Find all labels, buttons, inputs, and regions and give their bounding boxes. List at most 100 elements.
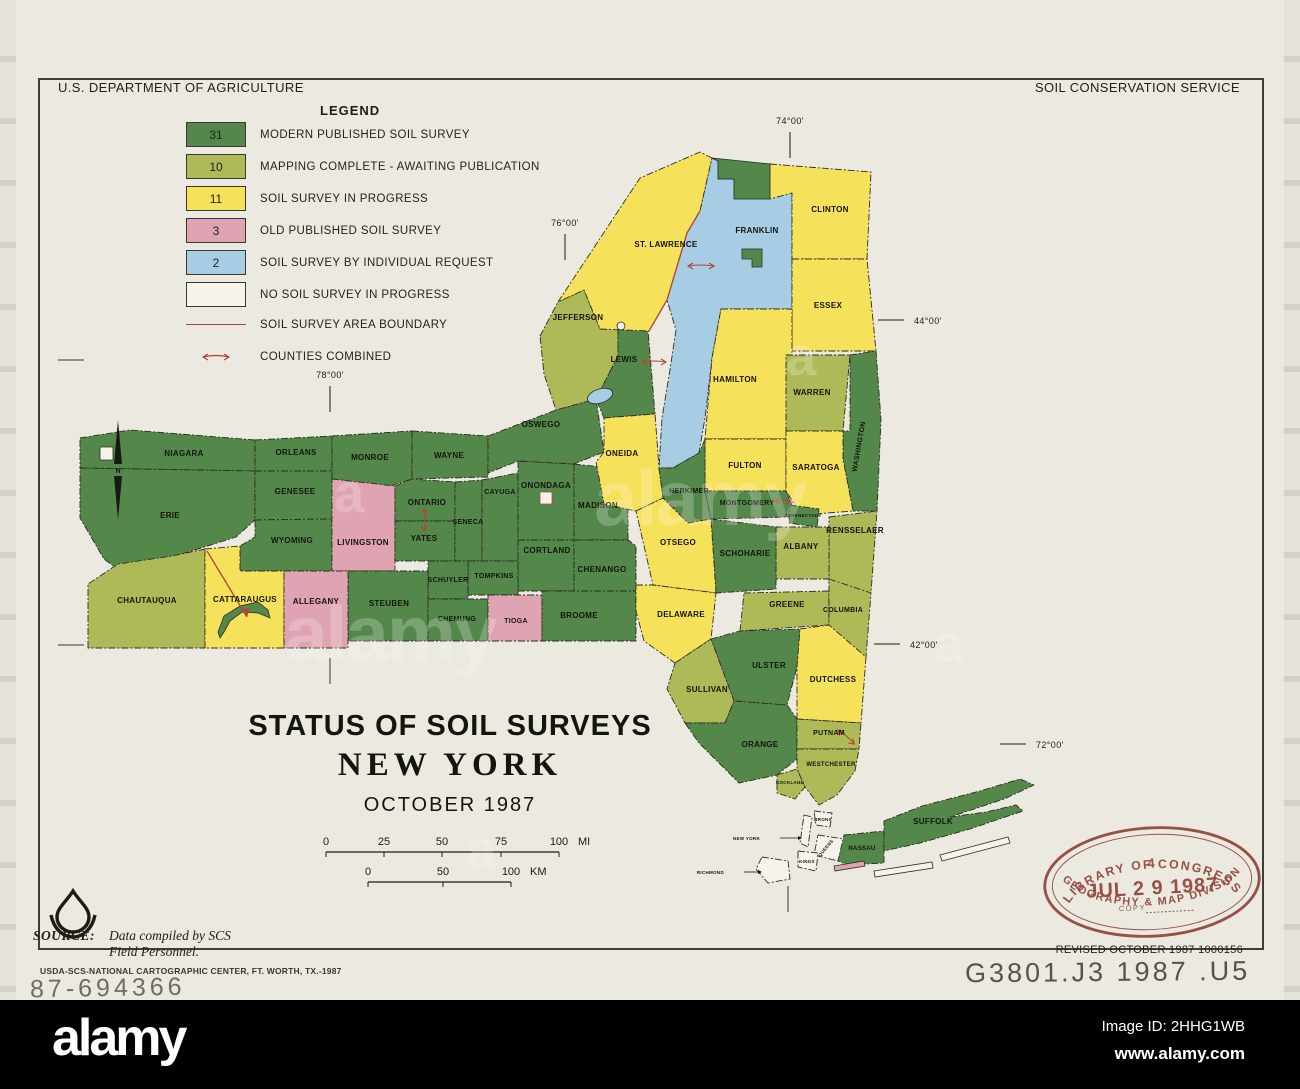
barrier-island-west [873,861,934,878]
county-rockland [776,768,806,800]
county-label-oneida: ONEIDA [606,449,639,458]
county-label-ulster: ULSTER [752,661,786,670]
county-label-tompkins: TOMPKINS [474,573,513,580]
county-label-rensselaer: RENSSELAER [826,526,884,535]
county-st-lawrence [557,151,713,332]
stamp-copy: COPY [1119,903,1147,913]
county-label-putnam: PUTNAM [813,730,845,737]
county-label-cortland: CORTLAND [523,546,570,555]
county-label-albany: ALBANY [783,542,818,551]
county-label-dutchess: DUTCHESS [810,675,857,684]
legend-row: 3 OLD PUBLISHED SOIL SURVEY [186,218,606,243]
county-hamilton [704,308,793,440]
county-richmond [755,856,791,884]
legend-row: 10 MAPPING COMPLETE - AWAITING PUBLICATIO… [186,154,606,179]
scale-bar-number: 50 [436,836,448,848]
image-id-text: Image ID: 2HHG1WB [1101,1018,1245,1035]
graticule-label: 72°00' [1036,740,1064,750]
legend-row-boundary: SOIL SURVEY AREA BOUNDARY [186,312,447,337]
handwritten-call-number: G3801.J3 1987 .U5 [964,955,1251,989]
county-label-chemung: CHEMUNG [438,616,477,623]
legend-label: NO SOIL SURVEY IN PROGRESS [260,288,450,301]
counties-combined-arrow-icon [420,507,428,533]
county-label-madison: MADISON [578,501,618,510]
county-label-kings: KINGS [799,859,815,864]
legend-swatch-awaiting: 10 [186,154,246,179]
alamy-logo[interactable]: alamy [52,1009,187,1067]
legend-extra: SOIL SURVEY AREA BOUNDARY COUNTIES COMBI… [186,312,447,376]
label-pointer-arrowhead [758,870,762,874]
scale-bar-number: 100 [502,866,520,878]
county-label-oswego: OSWEGO [522,420,561,429]
county-herkimer [658,438,712,524]
scale-bar-unit: MI [578,836,590,848]
map-title: STATUS OF SOIL SURVEYS [248,710,652,742]
county-new-york [799,814,813,848]
north-arrow-icon: N [114,420,122,520]
stamp-number: 4 [1147,856,1156,871]
county-label-essex: ESSEX [814,301,843,310]
county-label-warren: WARREN [793,388,830,397]
county-label-schoharie: SCHOHARIE [720,549,771,558]
map-date: OCTOBER 1987 [363,794,537,816]
county-label-fulton: FULTON [728,461,762,470]
county-label-delaware: DELAWARE [657,610,705,619]
county-allegany [283,570,349,649]
county-label-ontario: ONTARIO [408,498,446,507]
source-note: SOURCE: Data compiled by SCS Field Perso… [33,928,231,960]
title-block: STATUS OF SOIL SURVEYS NEW YORK OCTOBER … [240,710,660,817]
counties-combined-arrow-icon [773,497,793,505]
legend-row: 31 MODERN PUBLISHED SOIL SURVEY [186,122,606,147]
scale-bar-number: 50 [437,866,449,878]
county-label-hamilton: HAMILTON [713,375,757,384]
county-label-greene: GREENE [769,600,805,609]
scs-drop-logo-icon [49,888,97,939]
map-neatline [38,78,1264,950]
scan-edge-right [1284,0,1300,1000]
alamy-url-link[interactable]: www.alamy.com [1114,1044,1245,1063]
niagara-inset-square [99,446,114,461]
map-state-title: NEW YORK [337,747,563,783]
county-label-orleans: ORLEANS [275,448,317,457]
county-putnam [796,718,862,750]
legend-row: 11 SOIL SURVEY IN PROGRESS [186,186,606,211]
county-cayuga [481,472,519,562]
county-greene [739,590,830,632]
legend-title: LEGEND [320,103,381,118]
graticule-label: 42°00' [910,640,938,650]
cattaraugus-park [217,601,271,639]
county-label-allegany: ALLEGANY [293,597,340,606]
county-label-sullivan: SULLIVAN [686,685,728,694]
county-broome [541,590,637,642]
county-label-broome: BROOME [560,611,598,620]
county-label-rockland: ROCKLAND [776,780,805,785]
legend-label: MAPPING COMPLETE - AWAITING PUBLICATION [260,160,540,173]
county-label-genesee: GENESEE [275,487,316,496]
county-label-saratoga: SARATOGA [792,463,839,472]
county-label-onondaga: ONONDAGA [521,481,571,490]
survey-area-boundary-line [206,550,248,618]
county-westchester [796,748,860,806]
counties-combined-arrow-icon [640,358,668,366]
legend-swatch-modern: 31 [186,122,246,147]
legend-swatch-none [186,282,246,307]
scale-bar-number: 100 [550,836,568,848]
county-label-new-york: NEW YORK [733,836,761,841]
alamy-watermark: a [786,325,817,387]
legend-label: SOIL SURVEY BY INDIVIDUAL REQUEST [260,256,494,269]
alamy-watermark: a [934,612,965,674]
counties-combined-arrow-icon [186,352,246,362]
county-wyoming [239,518,333,572]
county-oswego [487,398,605,474]
label-pointer-arrowhead [798,836,802,840]
county-suffolk [883,778,1035,852]
county-label-wayne: WAYNE [434,451,464,460]
legend-swatch-old: 3 [186,218,246,243]
legend-swatch-progress: 11 [186,186,246,211]
legend: 31 MODERN PUBLISHED SOIL SURVEY 10 MAPPING … [186,122,606,314]
survey-boundary-arrowhead [241,608,250,617]
county-ulster [710,628,801,706]
county-wayne [411,430,489,480]
county-rensselaer [828,510,878,594]
legend-label: COUNTIES COMBINED [260,350,392,363]
